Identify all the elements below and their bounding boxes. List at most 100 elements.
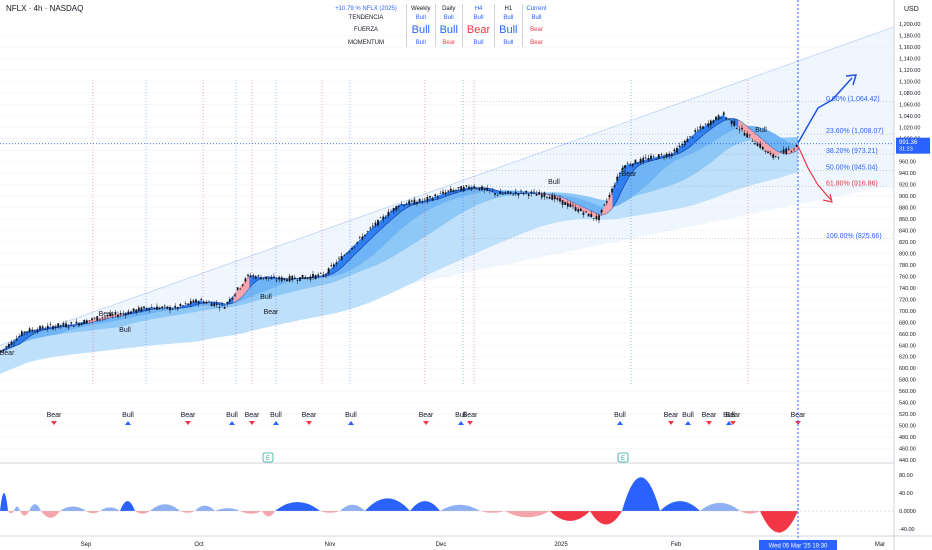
candle-body: [509, 191, 512, 193]
candle-body: [494, 193, 496, 195]
candle-body: [699, 126, 702, 129]
candle-body: [470, 188, 473, 190]
candle-body: [374, 222, 377, 226]
candle-body: [608, 194, 611, 198]
price-tick-label: 700.00: [899, 309, 916, 315]
candle-body: [252, 275, 255, 277]
candle-body: [85, 320, 88, 324]
candle-body: [182, 305, 184, 307]
price-tick-label: 720.00: [899, 297, 916, 303]
osc-tick-label: -40.00: [899, 527, 915, 533]
candle-body: [720, 117, 723, 119]
candle-body: [600, 209, 603, 213]
candle-body: [416, 202, 418, 205]
candle-body: [75, 321, 78, 324]
candle-body: [395, 206, 398, 210]
candle-body: [559, 198, 561, 202]
price-tick-label: 900.00: [899, 194, 916, 200]
candle-body: [135, 309, 138, 313]
candle-body: [46, 325, 49, 329]
earnings-icon-letter: E: [266, 456, 270, 462]
osc-tick-label: 80.00: [899, 473, 913, 479]
osc-tick-label: 0.0000: [899, 509, 916, 515]
table-cell: Bull: [494, 38, 522, 47]
candle-body: [5, 346, 8, 348]
table-cell: Bull: [521, 13, 551, 22]
symbol-label: NFLX · 4h · NASDAQ: [6, 4, 84, 13]
signal-label: Bull: [226, 412, 238, 419]
candle-body: [660, 154, 663, 155]
candle-body: [569, 203, 572, 207]
candle-body: [137, 307, 140, 312]
candle-body: [358, 237, 361, 238]
fast-ma-line: [0, 118, 799, 353]
osc-bull-wave: [14, 506, 20, 511]
signal-label: Bear: [47, 412, 62, 419]
candle-body: [397, 205, 400, 208]
bear-triangle-icon: [467, 421, 473, 425]
signal-label: Bear: [302, 412, 317, 419]
candle-body: [514, 191, 517, 194]
candle-body: [114, 312, 117, 315]
candle-body: [709, 120, 712, 126]
candle-body: [782, 149, 785, 154]
candle-body: [468, 186, 470, 189]
price-axis-unit: USD: [904, 6, 919, 13]
bear-triangle-icon: [795, 421, 801, 425]
candle-body: [486, 187, 489, 191]
candle-body: [491, 191, 494, 192]
price-tick-label: 560.00: [899, 389, 916, 395]
candle-body: [642, 157, 645, 162]
osc-bull-wave: [410, 501, 440, 511]
candle-body: [759, 143, 762, 148]
price-axis[interactable]: 1,200.00 1,180.00 1,160.00 1,140.00 1,120.00…: [899, 22, 920, 464]
candle-body: [418, 198, 421, 202]
osc-bear-wave: [41, 511, 60, 518]
earnings-icon-letter: E: [621, 456, 625, 462]
table-cell: Bear: [434, 38, 463, 47]
candle-body: [26, 331, 28, 333]
candle-body: [644, 157, 647, 159]
table-cell: Bull: [434, 22, 463, 38]
osc-bear-wave: [135, 511, 150, 514]
candle-body: [473, 186, 476, 188]
price-series: [0, 111, 798, 353]
candle-body: [241, 284, 244, 286]
candle-body: [436, 196, 439, 198]
candle-body: [551, 195, 554, 200]
osc-bear-wave: [86, 511, 100, 514]
candle-body: [410, 200, 413, 202]
oscillator-axis[interactable]: 80.00 40.00 0.0000 -40.00: [899, 473, 916, 533]
osc-bear-wave: [320, 511, 340, 513]
candle-body: [158, 307, 161, 310]
candle-body: [566, 203, 569, 207]
time-axis[interactable]: Sep Oct Nov Dec 2025 Feb Mar: [81, 542, 886, 548]
candle-body: [41, 326, 44, 329]
candle-body: [689, 136, 691, 137]
candle-body: [743, 132, 746, 136]
candle-body: [525, 190, 528, 193]
time-tick-label: Mar: [875, 542, 885, 548]
crosshair-time-label: Wed 05 Mar '25 19:30: [769, 544, 828, 550]
price-tick-label: 520.00: [899, 412, 916, 418]
table-header-h4: H4: [461, 4, 495, 13]
candle-body: [278, 276, 281, 280]
countdown-label: 31:23: [899, 147, 913, 153]
candle-body: [379, 217, 382, 219]
candle-body: [413, 199, 416, 205]
osc-bear-wave: [740, 511, 760, 514]
candle-body: [67, 326, 70, 328]
candle-body: [239, 288, 242, 290]
price-tick-label: 1,060.00: [899, 102, 920, 108]
osc-bull-wave: [622, 477, 660, 511]
osc-bear-wave: [20, 511, 29, 516]
candle-body: [657, 154, 660, 159]
price-tick-label: 1,080.00: [899, 91, 920, 97]
candle-body: [392, 207, 395, 212]
candle-body: [280, 277, 283, 281]
osc-bull-wave: [150, 504, 180, 511]
candle-body: [88, 320, 91, 322]
candle-body: [605, 201, 608, 203]
bull-triangle-icon: [726, 421, 732, 425]
